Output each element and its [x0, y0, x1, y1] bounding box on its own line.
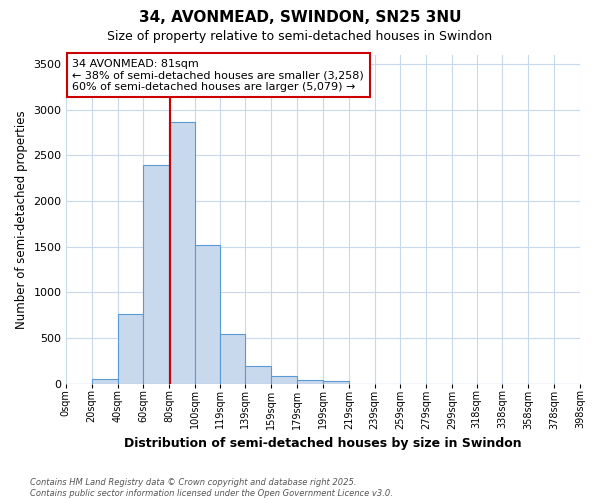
Bar	[220, 334, 245, 384]
Bar	[118, 314, 143, 384]
Text: Contains HM Land Registry data © Crown copyright and database right 2025.
Contai: Contains HM Land Registry data © Crown c…	[30, 478, 393, 498]
Bar	[143, 164, 169, 384]
Text: 34 AVONMEAD: 81sqm
← 38% of semi-detached houses are smaller (3,258)
60% of semi: 34 AVONMEAD: 81sqm ← 38% of semi-detache…	[73, 58, 364, 92]
Bar	[92, 378, 118, 384]
Bar	[297, 380, 323, 384]
Bar	[195, 245, 220, 384]
Bar	[271, 376, 297, 384]
Text: 34, AVONMEAD, SWINDON, SN25 3NU: 34, AVONMEAD, SWINDON, SN25 3NU	[139, 10, 461, 25]
Text: Size of property relative to semi-detached houses in Swindon: Size of property relative to semi-detach…	[107, 30, 493, 43]
Y-axis label: Number of semi-detached properties: Number of semi-detached properties	[15, 110, 28, 328]
Bar	[169, 122, 195, 384]
X-axis label: Distribution of semi-detached houses by size in Swindon: Distribution of semi-detached houses by …	[124, 437, 522, 450]
Bar	[323, 381, 349, 384]
Bar	[245, 366, 271, 384]
